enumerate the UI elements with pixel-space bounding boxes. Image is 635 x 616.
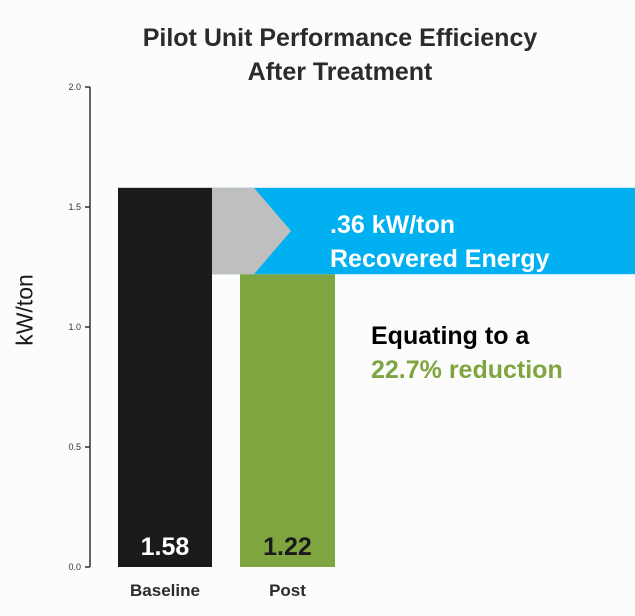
- callout-line-2: Recovered Energy: [330, 245, 550, 273]
- y-tick-label-3: 1.5: [68, 202, 81, 212]
- chart-title-line-1: Pilot Unit Performance Efficiency: [142, 24, 538, 52]
- x-tick-label-1: Post: [269, 581, 306, 600]
- y-tick-label-2: 1.0: [68, 322, 81, 332]
- recovered-energy-arrow-icon: [212, 187, 291, 275]
- reduction-note-line-1: Equating to a: [371, 322, 530, 350]
- reduction-note-line-2: 22.7% reduction: [371, 356, 563, 384]
- y-tick-label-0: 0.0: [68, 562, 81, 572]
- y-tick-label-4: 2.0: [68, 82, 81, 92]
- bar-baseline: [118, 187, 212, 568]
- y-tick-label-1: 0.5: [68, 442, 81, 452]
- chart-title-line-2: After Treatment: [247, 58, 433, 86]
- bar-post: [240, 274, 335, 567]
- callout-line-1: .36 kW/ton: [330, 211, 456, 239]
- x-tick-label-0: Baseline: [130, 581, 200, 600]
- bar-value-label-1: 1.22: [263, 533, 312, 561]
- bar-value-label-0: 1.58: [141, 533, 190, 561]
